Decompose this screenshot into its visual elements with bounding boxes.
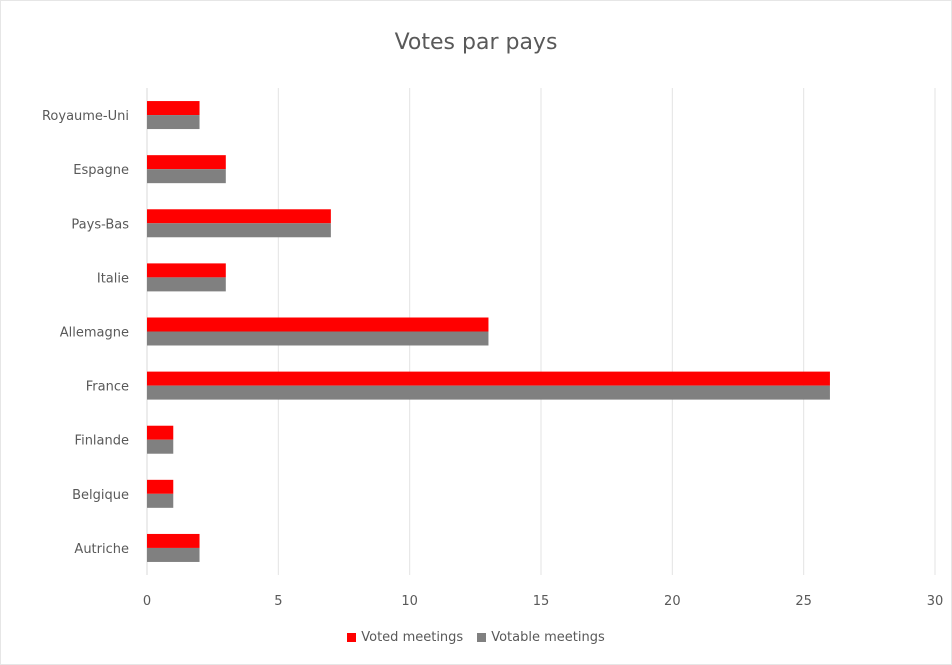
legend-label-voted: Voted meetings (361, 630, 464, 645)
category-label: Allemagne (60, 326, 129, 341)
x-tick-label: 20 (664, 594, 681, 609)
bar-votable (147, 439, 174, 454)
x-tick-label: 5 (274, 594, 282, 609)
bar-votable (147, 223, 331, 238)
bar-votable (147, 115, 200, 130)
legend-label-votable: Votable meetings (491, 630, 605, 645)
category-label: Pays-Bas (71, 217, 129, 232)
category-label: France (86, 380, 129, 395)
bar-voted (147, 371, 830, 386)
legend-swatch-votable (477, 633, 487, 642)
bar-votable (147, 331, 489, 346)
bar-votable (147, 277, 226, 292)
chart-title: Votes par pays (394, 30, 558, 55)
bar-votable (147, 385, 830, 400)
bar-voted (147, 209, 331, 224)
category-label: Italie (97, 271, 129, 286)
bar-voted (147, 263, 226, 278)
x-tick-label: 15 (533, 594, 550, 609)
bar-voted (147, 317, 489, 332)
bar-voted (147, 425, 174, 440)
category-label: Espagne (73, 163, 129, 178)
category-label: Royaume-Uni (42, 109, 129, 124)
category-label: Autriche (74, 542, 129, 557)
bar-voted (147, 101, 200, 116)
bar-votable (147, 169, 226, 184)
x-tick-label: 30 (927, 594, 944, 609)
bar-voted (147, 533, 200, 548)
legend-item-voted: Voted meetings (347, 630, 463, 645)
category-label: Finlande (75, 434, 129, 449)
category-label: Belgique (72, 488, 129, 503)
bar-voted (147, 155, 226, 170)
legend-swatch-voted (347, 633, 357, 642)
x-tick-label: 10 (401, 594, 418, 609)
bar-votable (147, 547, 200, 562)
legend: Voted meetings Votable meetings (0, 630, 952, 645)
x-tick-label: 25 (795, 594, 812, 609)
bar-voted (147, 479, 174, 494)
bar-votable (147, 493, 174, 508)
x-tick-label: 0 (143, 594, 151, 609)
legend-item-votable: Votable meetings (477, 630, 605, 645)
